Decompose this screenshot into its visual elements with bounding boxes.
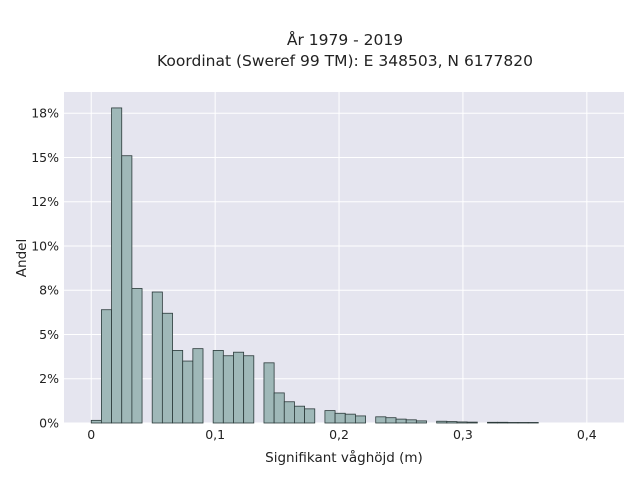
x-tick-label-0: 0 <box>87 427 95 442</box>
histogram-bar-23 <box>375 416 387 424</box>
histogram-bar-8 <box>182 360 194 424</box>
x-tick-label-4: 0,4 <box>577 427 597 442</box>
y-axis-ticks: 0% 2% 5% 8% 10% 12% 15% 18% <box>31 106 59 431</box>
histogram-bar-28 <box>436 420 448 424</box>
histogram-bar-3 <box>121 155 133 424</box>
histogram-bar-16 <box>283 401 295 424</box>
histogram-bar-17 <box>294 405 306 424</box>
histogram-bar-22 <box>354 415 366 424</box>
histogram-bar-9 <box>192 348 204 424</box>
y-tick-label-1: 2% <box>39 371 59 386</box>
chart-subtitle: Koordinat (Sweref 99 TM): E 348503, N 61… <box>157 52 533 70</box>
y-tick-label-0: 0% <box>39 416 59 431</box>
histogram-bar-4 <box>131 288 143 424</box>
histogram-bar-12 <box>233 351 245 424</box>
histogram-bar-24 <box>385 417 397 424</box>
histogram-bar-34 <box>507 422 519 424</box>
y-tick-label-5: 12% <box>31 194 59 209</box>
histogram-bar-20 <box>334 412 346 424</box>
histogram-bar-33 <box>497 421 509 424</box>
x-axis-ticks: 0 0,1 0,2 0,3 0,4 <box>87 427 597 442</box>
histogram-bar-19 <box>324 410 336 424</box>
histogram-bar-25 <box>395 418 407 424</box>
y-tick-label-3: 8% <box>39 283 59 298</box>
x-tick-label-1: 0,1 <box>205 427 225 442</box>
histogram-bar-21 <box>344 413 356 424</box>
histogram-bars <box>90 107 539 424</box>
histogram-bar-7 <box>172 350 184 424</box>
y-axis-label: Andel <box>14 239 30 277</box>
histogram-bar-14 <box>263 362 275 424</box>
histogram-bar-18 <box>304 408 316 424</box>
histogram-bar-36 <box>527 422 539 424</box>
histogram-bar-11 <box>222 355 234 424</box>
chart-title: År 1979 - 2019 <box>287 30 403 49</box>
histogram-bar-30 <box>456 421 468 424</box>
histogram-bar-32 <box>487 421 499 424</box>
histogram-bar-2 <box>111 107 123 424</box>
histogram-bar-29 <box>446 421 458 424</box>
histogram-bar-5 <box>151 291 163 424</box>
y-tick-label-7: 18% <box>31 106 59 121</box>
y-tick-label-2: 5% <box>39 327 59 342</box>
histogram-bar-10 <box>212 350 224 424</box>
histogram-bar-27 <box>415 420 427 424</box>
histogram-bar-0 <box>90 419 102 424</box>
histogram-bar-13 <box>243 355 255 424</box>
x-tick-label-2: 0,2 <box>329 427 349 442</box>
histogram-bar-15 <box>273 392 285 424</box>
y-tick-label-6: 15% <box>31 150 59 165</box>
y-tick-label-4: 10% <box>31 238 59 253</box>
histogram-bar-1 <box>101 309 112 424</box>
x-axis-label: Signifikant våghöjd (m) <box>265 449 423 466</box>
histogram-bar-35 <box>517 422 529 424</box>
histogram-bar-26 <box>405 419 417 424</box>
x-tick-label-3: 0,3 <box>453 427 473 442</box>
histogram-bar-31 <box>466 421 478 424</box>
histogram-bar-6 <box>161 312 173 424</box>
plot-area <box>64 92 624 423</box>
